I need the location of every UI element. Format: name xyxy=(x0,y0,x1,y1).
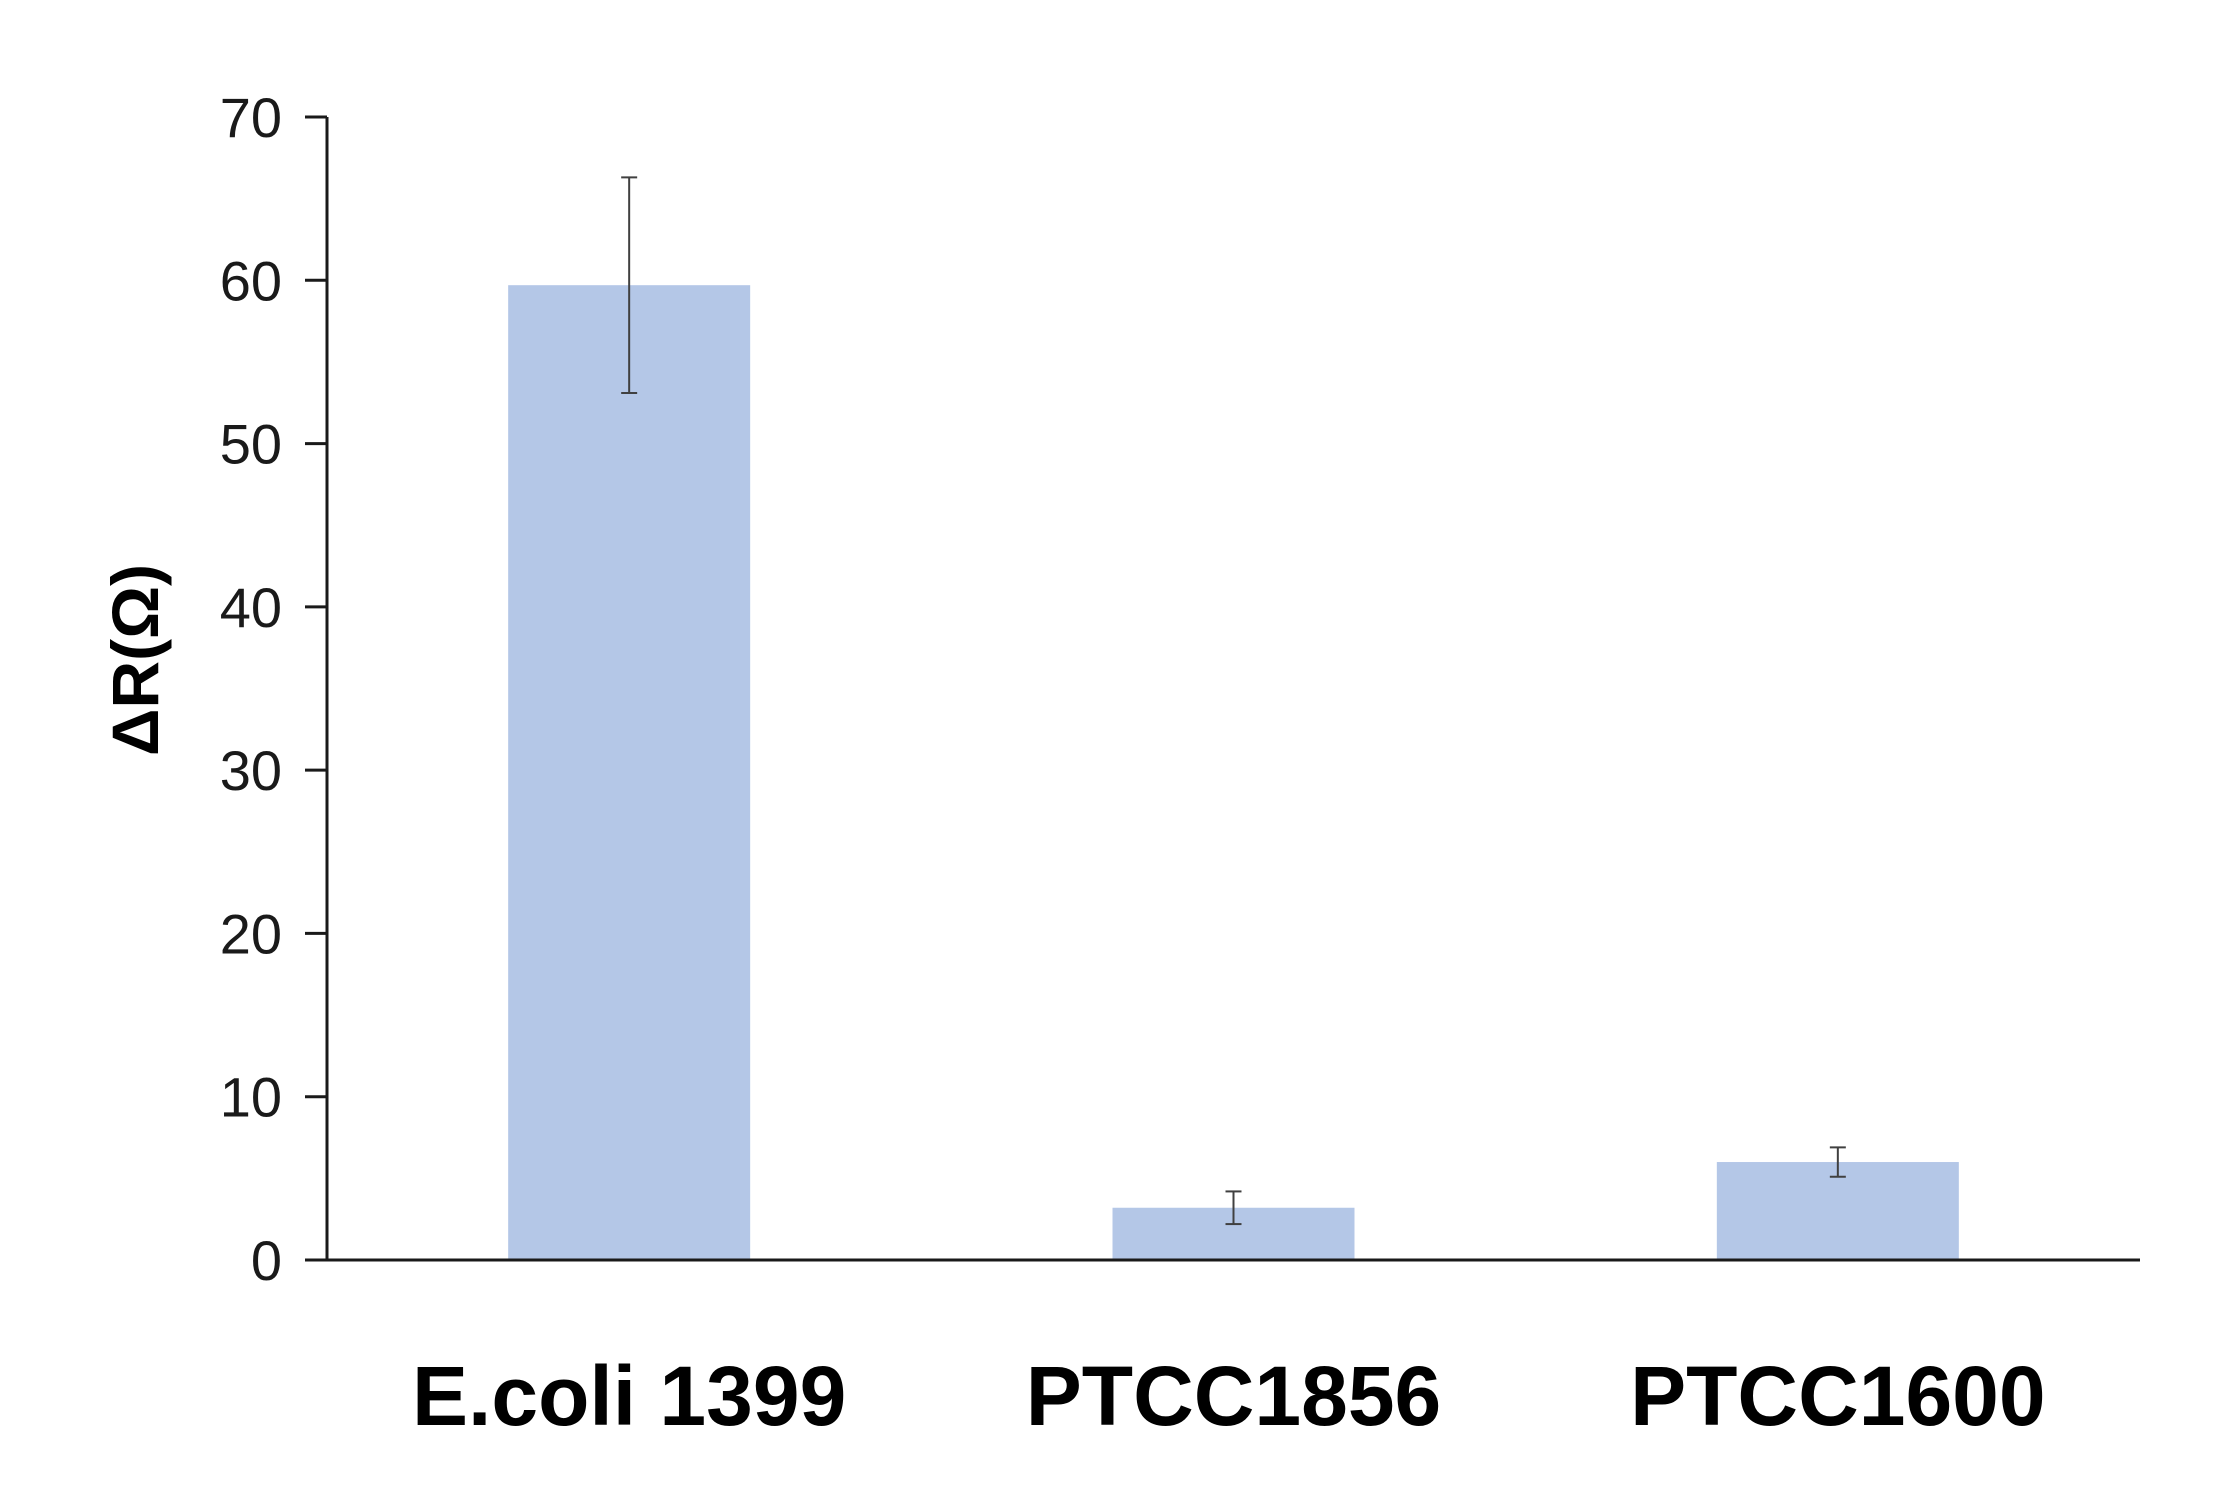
x-axis-labels: E.coli 1399 PTCC1856 PTCC1600 xyxy=(412,1349,2046,1443)
y-tick-label: 70 xyxy=(220,86,282,149)
x-category-label: PTCC1600 xyxy=(1630,1349,2046,1443)
y-axis-title: ΔR(Ω) xyxy=(98,564,172,756)
y-axis-ticks: 0 10 20 30 40 50 60 70 xyxy=(220,86,327,1292)
y-tick-label: 0 xyxy=(251,1229,282,1292)
x-category-label: E.coli 1399 xyxy=(412,1349,846,1443)
bar-3 xyxy=(1716,1162,1959,1260)
y-tick-label: 10 xyxy=(220,1066,282,1129)
error-bars xyxy=(621,176,1846,1226)
bar-1 xyxy=(508,285,751,1260)
y-tick-label: 40 xyxy=(220,576,282,639)
x-category-label: PTCC1856 xyxy=(1026,1349,1442,1443)
y-tick-label: 50 xyxy=(220,413,282,476)
y-tick-label: 30 xyxy=(220,739,282,802)
bars xyxy=(508,285,1959,1260)
y-tick-label: 60 xyxy=(220,249,282,312)
y-tick-label: 20 xyxy=(220,902,282,965)
